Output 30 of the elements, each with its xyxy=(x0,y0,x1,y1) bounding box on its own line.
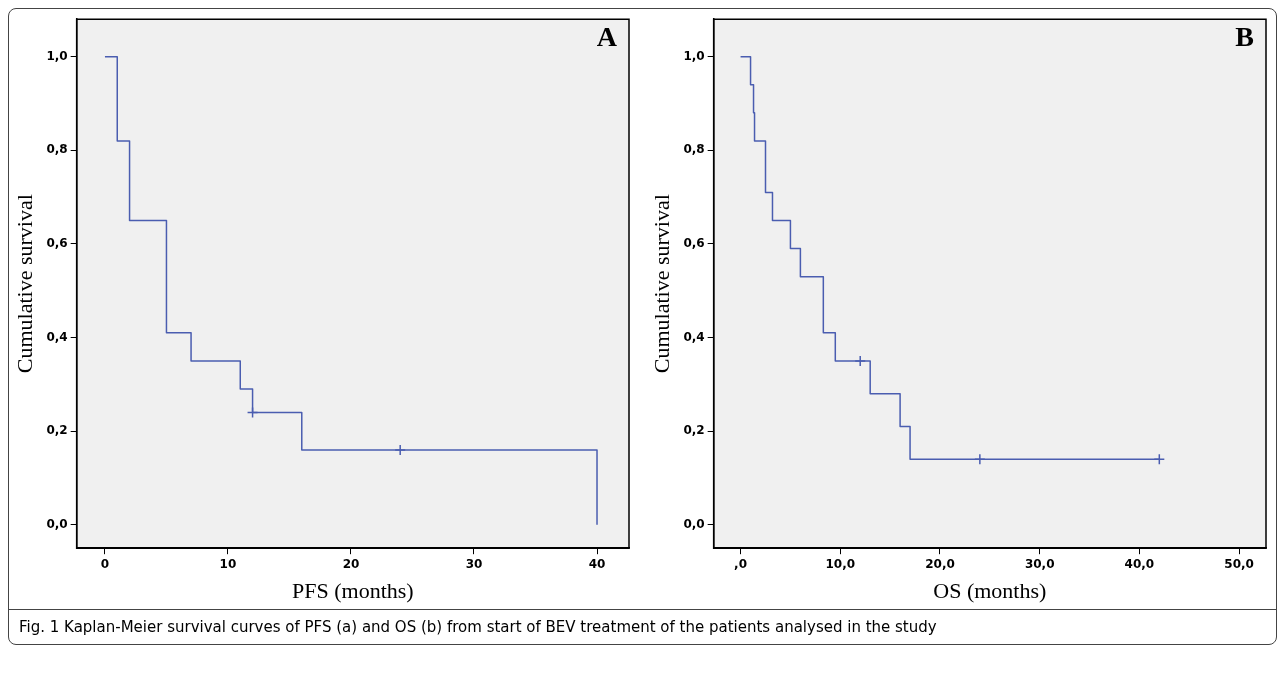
y-tick-label: 1,0 xyxy=(46,48,68,63)
y-tick-label: 0,6 xyxy=(46,236,68,251)
y-tick-label: 0,4 xyxy=(683,329,705,344)
caption: Fig. 1 Kaplan-Meier survival curves of PFS (a) and OS (b) from start of BEV treatment of the patients analysed in the study xyxy=(9,609,1276,644)
x-tick-label: 0 xyxy=(100,556,110,571)
y-tick-label: 0,0 xyxy=(683,516,705,531)
x-tick-label: 30,0 xyxy=(1024,556,1055,571)
y-tick-label: 0,8 xyxy=(46,142,68,157)
x-tick-label: ,0 xyxy=(734,556,748,571)
x-tick-label: 10,0 xyxy=(825,556,856,571)
y-axis-title: Cumulative survival xyxy=(11,194,37,374)
y-tick-label: 1,0 xyxy=(683,48,705,63)
y-tick-label: 0,2 xyxy=(683,423,705,438)
x-tick-label: 20 xyxy=(342,556,360,571)
y-tick-label: 0,0 xyxy=(46,516,68,531)
x-tick-label: 40,0 xyxy=(1124,556,1155,571)
x-tick-label: 40 xyxy=(588,556,606,571)
y-tick-label: 0,6 xyxy=(683,236,705,251)
annotation: B xyxy=(1235,21,1254,53)
x-tick-label: 50,0 xyxy=(1224,556,1254,571)
x-axis-title: PFS (months) xyxy=(292,577,414,603)
annotation: A xyxy=(596,21,618,53)
y-tick-label: 0,4 xyxy=(46,329,68,344)
y-tick-label: 0,2 xyxy=(46,423,68,438)
x-tick-label: 30 xyxy=(465,556,483,571)
x-tick-label: 10 xyxy=(219,556,237,571)
x-tick-label: 20,0 xyxy=(925,556,955,571)
x-axis-title: OS (months) xyxy=(933,577,1047,603)
y-tick-label: 0,8 xyxy=(683,142,705,157)
y-axis-title: Cumulative survival xyxy=(648,194,674,374)
